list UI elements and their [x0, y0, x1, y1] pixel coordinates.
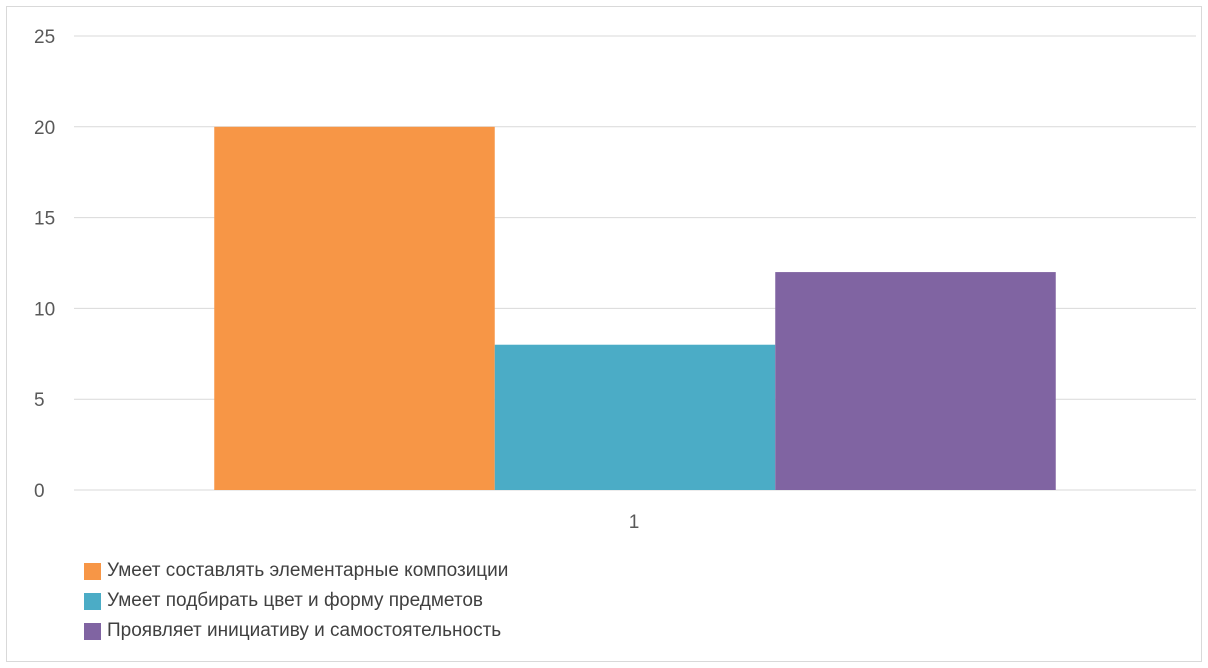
x-tick-label: 1: [629, 512, 640, 533]
y-tick-label: 15: [34, 209, 55, 230]
chart-frame: [6, 6, 1202, 662]
y-tick-label: 25: [34, 27, 55, 48]
legend-swatch: [84, 592, 101, 610]
legend-item: Умеет подбирать цвет и форму предметов: [84, 586, 508, 616]
y-tick-label: 10: [34, 299, 55, 320]
bar: [494, 344, 776, 490]
bars: [214, 126, 1056, 491]
y-tick-label: 20: [34, 118, 55, 139]
legend-item: Умеет составлять элементарные композиции: [84, 556, 508, 586]
legend-label: Умеет подбирать цвет и форму предметов: [107, 590, 484, 611]
legend-label: Проявляет инициативу и самостоятельность: [107, 620, 502, 641]
x-axis-ticks: 1: [629, 512, 640, 533]
bar: [775, 272, 1056, 490]
legend-item: Проявляет инициативу и самостоятельность: [84, 616, 508, 646]
legend-swatch: [84, 622, 101, 640]
legend: Умеет составлять элементарные композиции…: [84, 556, 508, 646]
bar: [214, 126, 495, 491]
legend-label: Умеет составлять элементарные композиции: [107, 560, 509, 581]
y-tick-label: 5: [34, 390, 45, 411]
legend-swatch: [84, 562, 101, 580]
y-axis-ticks: 0 5 10 15 20 25: [34, 27, 55, 502]
y-tick-label: 0: [34, 481, 45, 502]
